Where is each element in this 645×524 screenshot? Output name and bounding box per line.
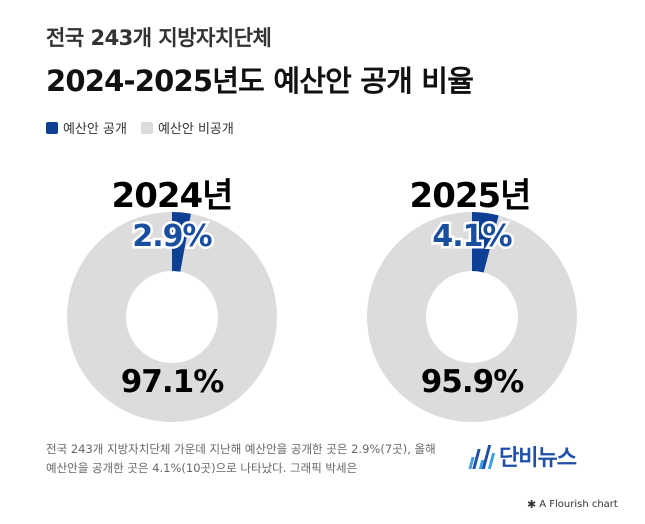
chart-title: 2024-2025년도 예산안 공개 비율 [46, 64, 474, 98]
donut-chart-2025: 4.1% 95.9% [367, 212, 577, 422]
value-label-public: 4.1% [432, 219, 512, 254]
legend-swatch-public [46, 121, 58, 134]
flourish-credit-text: A Flourish chart [539, 499, 618, 510]
value-label-private: 95.9% [421, 364, 524, 400]
caption-line-2: 예산안을 공개한 곳은 4.1%(10곳)으로 나타났다. 그래픽 박세은 [46, 461, 358, 475]
legend-label-public: 예산안 공개 [63, 122, 127, 137]
flourish-credit[interactable]: ✱ A Flourish chart [527, 498, 618, 511]
brand-mark-icon [468, 443, 496, 469]
brand-logo: 단비뉴스 [468, 440, 577, 472]
slice-private[interactable] [66, 212, 277, 422]
caption: 전국 243개 지방자치단체 가운데 지난해 예산안을 공개한 곳은 2.9%(… [46, 440, 466, 478]
donut-chart-2024: 2.9% 97.1% [66, 212, 277, 422]
legend-label-private: 예산안 비공개 [157, 122, 234, 137]
year-label-2024: 2024년 [111, 176, 234, 216]
legend: 예산안 공개 예산안 비공개 [46, 118, 248, 137]
legend-item-private[interactable]: 예산안 비공개 [140, 118, 234, 137]
value-label-private: 97.1% [121, 364, 224, 400]
value-label-public: 2.9% [132, 219, 212, 254]
caption-line-1: 전국 243개 지방자치단체 가운데 지난해 예산안을 공개한 곳은 2.9%(… [46, 442, 436, 456]
legend-item-public[interactable]: 예산안 공개 [46, 118, 127, 137]
chart-subtitle: 전국 243개 지방자치단체 [46, 26, 272, 50]
flourish-star-icon: ✱ [527, 498, 537, 511]
year-label-2025: 2025년 [409, 176, 532, 216]
legend-swatch-private [140, 121, 153, 134]
slice-public[interactable] [472, 212, 499, 273]
slice-private[interactable] [367, 212, 577, 422]
brand-name: 단비뉴스 [499, 446, 577, 471]
slice-public[interactable] [172, 212, 192, 272]
